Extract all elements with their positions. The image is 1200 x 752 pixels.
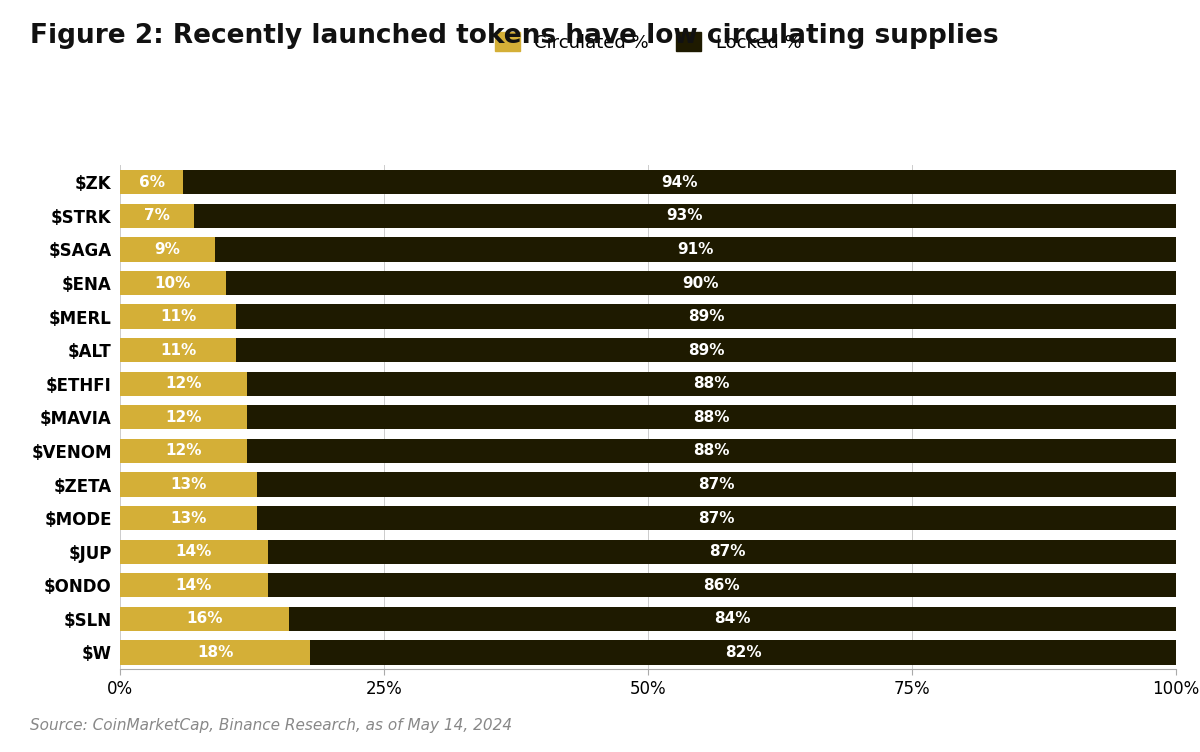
- Text: 10%: 10%: [155, 275, 191, 290]
- Bar: [120, 238, 215, 262]
- Bar: [120, 271, 226, 295]
- Text: 86%: 86%: [703, 578, 740, 593]
- Bar: [226, 271, 1176, 295]
- Bar: [247, 405, 1176, 429]
- Bar: [120, 573, 268, 597]
- Bar: [236, 338, 1176, 362]
- Text: 12%: 12%: [166, 444, 202, 459]
- Legend: Circulated %, Locked %: Circulated %, Locked %: [486, 23, 810, 61]
- Bar: [120, 641, 310, 665]
- Bar: [257, 472, 1176, 496]
- Text: 6%: 6%: [139, 174, 164, 190]
- Text: Source: CoinMarketCap, Binance Research, as of May 14, 2024: Source: CoinMarketCap, Binance Research,…: [30, 718, 512, 733]
- Bar: [120, 371, 247, 396]
- Bar: [120, 338, 236, 362]
- Bar: [120, 405, 247, 429]
- Bar: [194, 204, 1176, 228]
- Bar: [236, 305, 1176, 329]
- Text: Figure 2: Recently launched tokens have low circulating supplies: Figure 2: Recently launched tokens have …: [30, 23, 998, 49]
- Bar: [247, 371, 1176, 396]
- Bar: [268, 573, 1176, 597]
- Text: 94%: 94%: [661, 174, 698, 190]
- Text: 18%: 18%: [197, 645, 233, 660]
- Text: 9%: 9%: [155, 242, 180, 257]
- Text: 13%: 13%: [170, 511, 206, 526]
- Bar: [120, 170, 184, 194]
- Text: 87%: 87%: [709, 544, 745, 559]
- Text: 87%: 87%: [698, 511, 734, 526]
- Bar: [268, 540, 1187, 564]
- Text: 12%: 12%: [166, 376, 202, 391]
- Bar: [120, 472, 257, 496]
- Text: 14%: 14%: [175, 544, 212, 559]
- Text: 84%: 84%: [714, 611, 751, 626]
- Text: 88%: 88%: [694, 410, 730, 425]
- Text: 7%: 7%: [144, 208, 170, 223]
- Text: 87%: 87%: [698, 477, 734, 492]
- Text: 11%: 11%: [160, 343, 197, 358]
- Bar: [184, 170, 1176, 194]
- Text: 16%: 16%: [186, 611, 223, 626]
- Text: 89%: 89%: [688, 343, 725, 358]
- Bar: [215, 238, 1176, 262]
- Text: 93%: 93%: [667, 208, 703, 223]
- Bar: [120, 607, 289, 631]
- Text: 88%: 88%: [694, 376, 730, 391]
- Text: 13%: 13%: [170, 477, 206, 492]
- Text: 14%: 14%: [175, 578, 212, 593]
- Bar: [289, 607, 1176, 631]
- Bar: [120, 204, 194, 228]
- Bar: [257, 506, 1176, 530]
- Bar: [120, 439, 247, 463]
- Bar: [120, 305, 236, 329]
- Text: 89%: 89%: [688, 309, 725, 324]
- Text: 88%: 88%: [694, 444, 730, 459]
- Text: 91%: 91%: [677, 242, 714, 257]
- Text: 11%: 11%: [160, 309, 197, 324]
- Bar: [310, 641, 1176, 665]
- Text: 90%: 90%: [683, 275, 719, 290]
- Text: 12%: 12%: [166, 410, 202, 425]
- Bar: [120, 506, 257, 530]
- Bar: [247, 439, 1176, 463]
- Bar: [120, 540, 268, 564]
- Text: 82%: 82%: [725, 645, 761, 660]
